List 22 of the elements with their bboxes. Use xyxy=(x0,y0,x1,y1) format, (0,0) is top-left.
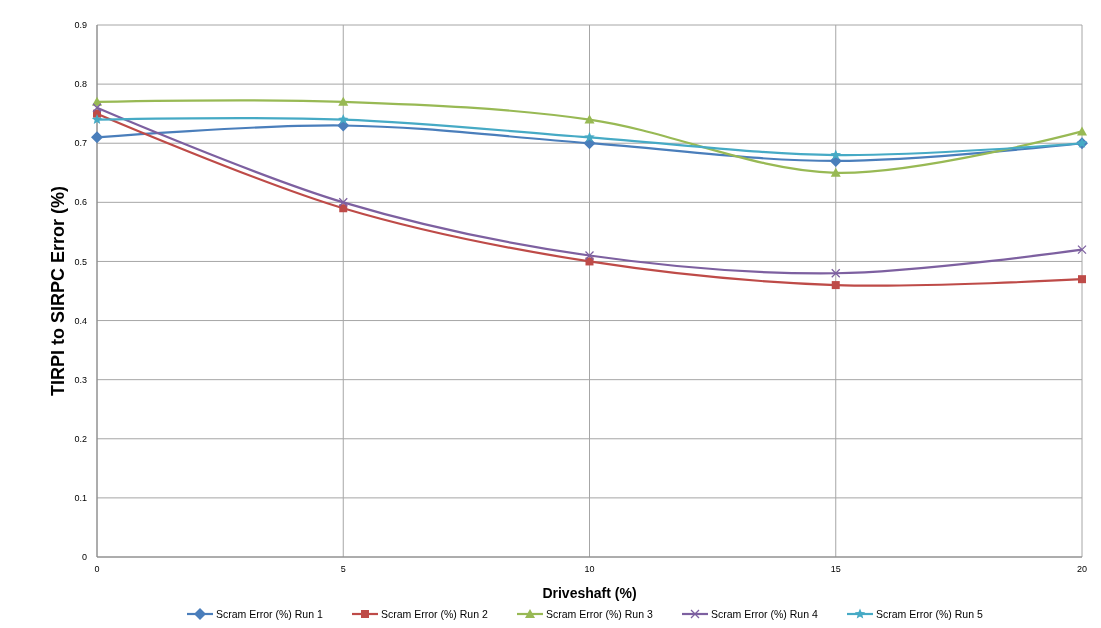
y-axis-title: TIRPI to SIRPC Error (%) xyxy=(48,185,68,397)
y-tick-label: 0.4 xyxy=(74,315,87,326)
y-tick-label: 0.1 xyxy=(74,493,87,504)
legend-label: Scram Error (%) Run 3 xyxy=(546,607,653,620)
x-tick-label: 15 xyxy=(830,564,841,574)
y-tick-label: 0.9 xyxy=(74,20,87,31)
y-tick-label: 0.5 xyxy=(74,256,87,267)
x-axis-title: Driveshaft (%) xyxy=(542,585,637,601)
legend-label: Scram Error (%) Run 5 xyxy=(876,607,983,620)
x-tick-label: 10 xyxy=(584,564,595,574)
x-tick-label: 20 xyxy=(1076,564,1088,574)
legend-label: Scram Error (%) Run 4 xyxy=(711,607,818,620)
legend-label: Scram Error (%) Run 2 xyxy=(381,607,488,620)
y-tick-label: 0.3 xyxy=(74,374,87,385)
x-tick-label: 0 xyxy=(94,564,100,574)
x-tick-label: 5 xyxy=(340,564,346,574)
y-tick-label: 0 xyxy=(81,552,87,563)
y-tick-label: 0.7 xyxy=(74,138,87,149)
y-tick-label: 0.6 xyxy=(74,197,87,208)
legend-label: Scram Error (%) Run 1 xyxy=(216,607,323,620)
y-tick-label: 0.8 xyxy=(74,79,87,90)
y-tick-label: 0.2 xyxy=(74,433,87,444)
